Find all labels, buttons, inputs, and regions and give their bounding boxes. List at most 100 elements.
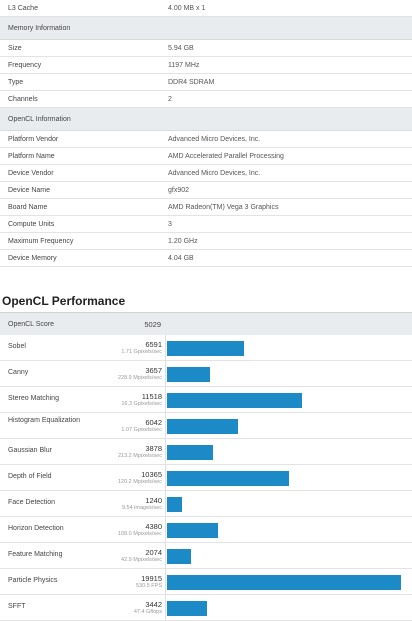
spec-value: AMD Accelerated Parallel Processing [168,152,284,160]
spec-row-type: Type DDR4 SDRAM [0,74,412,91]
spec-value: Advanced Micro Devices, Inc. [168,169,261,177]
performance-table: OpenCL Score 5029 Sobel 6591 1.71 Gpixels/… [0,312,412,621]
divider [165,569,166,594]
performance-title: OpenCL Performance [2,294,126,308]
divider [165,335,166,360]
benchmark-score: 1240 [145,496,162,505]
spec-row-platform-vendor: Platform Vendor Advanced Micro Devices, … [0,131,412,148]
benchmark-bar [167,341,244,356]
benchmark-name: Stereo Matching [8,395,59,402]
benchmark-rate: 530.5 FPS [136,583,162,589]
benchmark-name: Sobel [8,343,26,350]
spec-label: Device Memory [8,254,57,262]
spec-value: 1197 MHz [168,61,200,69]
benchmark-bar [167,445,213,460]
benchmark-bar [167,497,182,512]
spec-row-frequency: Frequency 1197 MHz [0,57,412,74]
spec-value: 4.04 GB [168,254,194,262]
spec-row-device-name: Device Name gfx902 [0,182,412,199]
spec-label: L3 Cache [8,4,38,12]
spec-label: Platform Name [8,152,55,160]
spec-value: 4.00 MB x 1 [168,4,206,12]
memory-section-header: Memory Information [0,17,412,40]
benchmark-score: 10365 [141,470,162,479]
benchmark-name: Horizon Detection [8,525,64,532]
spec-row-size: Size 5.94 GB [0,40,412,57]
benchmark-rate: 42.9 Mpixels/sec [121,557,162,563]
benchmark-row: Gaussian Blur 3878 213.2 Mpixels/sec [0,439,412,465]
divider [165,387,166,412]
benchmark-bar [167,471,289,486]
spec-value: Advanced Micro Devices, Inc. [168,135,261,143]
spec-row-compute-units: Compute Units 3 [0,216,412,233]
benchmark-row: Particle Physics 19915 530.5 FPS [0,569,412,595]
benchmark-name: SFFT [8,603,26,610]
benchmark-row: Canny 3657 228.9 Mpixels/sec [0,361,412,387]
benchmark-row: SFFT 3442 47.4 Gflops [0,595,412,621]
spec-label: Device Vendor [8,169,54,177]
spec-value: gfx902 [168,186,190,194]
benchmark-row: Depth of Field 10365 120.2 Mpixels/sec [0,465,412,491]
benchmark-rate: 108.0 Mpixels/sec [117,531,162,537]
benchmark-rate: 47.4 Gflops [133,609,162,615]
spec-row-channels: Channels 2 [0,91,412,108]
benchmark-name: Feature Matching [8,551,63,558]
spec-label: Type [8,78,24,86]
benchmark-rate: 1.71 Gpixels/sec [121,349,162,355]
spec-row-device-vendor: Device Vendor Advanced Micro Devices, In… [0,165,412,182]
benchmark-name: Face Detection [8,499,56,506]
benchmark-score: 2074 [145,548,162,557]
spec-label: Channels [8,95,38,103]
divider [165,491,166,516]
benchmark-name: Gaussian Blur [8,447,52,454]
spec-label: Size [8,44,22,52]
benchmark-rate: 228.9 Mpixels/sec [117,375,162,381]
benchmark-name: Canny [8,369,29,376]
divider [165,517,166,542]
benchmark-row: Sobel 6591 1.71 Gpixels/sec [0,335,412,361]
benchmark-row: Feature Matching 2074 42.9 Mpixels/sec [0,543,412,569]
score-label: OpenCL Score [8,320,55,328]
spec-value: 5.94 GB [168,44,194,52]
spec-value: DDR4 SDRAM [168,78,215,86]
spec-label: Device Name [8,186,51,194]
divider [165,595,166,620]
benchmark-bar [167,367,210,382]
benchmark-bar [167,393,302,408]
benchmark-row: Stereo Matching 11518 16.3 Gpixels/sec [0,387,412,413]
benchmark-rate: 1.07 Gpixels/sec [121,427,162,433]
divider [165,465,166,490]
spec-value: 1.20 GHz [168,237,198,245]
benchmark-name: Depth of Field [8,473,52,480]
opencl-score-row: OpenCL Score 5029 [0,312,412,335]
spec-label: Frequency [8,61,42,69]
benchmark-score: 3878 [145,444,162,453]
benchmark-bar [167,419,238,434]
benchmark-score: 19915 [141,574,162,583]
spec-label: Platform Vendor [8,135,59,143]
benchmark-score: 6591 [145,340,162,349]
benchmark-score: 11518 [141,392,162,401]
spec-row-platform-name: Platform Name AMD Accelerated Parallel P… [0,148,412,165]
spec-value: 2 [168,95,172,103]
divider [165,413,166,438]
benchmark-bar [167,549,191,564]
benchmark-score: 4380 [145,522,162,531]
benchmark-row: Horizon Detection 4380 108.0 Mpixels/sec [0,517,412,543]
benchmark-name: Particle Physics [8,577,58,584]
benchmark-score: 6042 [145,418,162,427]
spec-row-l3-cache: L3 Cache 4.00 MB x 1 [0,0,412,17]
spec-table: L3 Cache 4.00 MB x 1 Memory Information … [0,0,412,267]
spec-row-device-memory: Device Memory 4.04 GB [0,250,412,267]
benchmark-bar [167,523,218,538]
spec-value: AMD Radeon(TM) Vega 3 Graphics [168,203,279,211]
divider [165,361,166,386]
benchmark-score: 3442 [145,600,162,609]
benchmark-rate: 9.54 images/sec [121,505,162,511]
opencl-section-header: OpenCL Information [0,108,412,131]
benchmark-row: Face Detection 1240 9.54 images/sec [0,491,412,517]
performance-rows: Sobel 6591 1.71 Gpixels/sec Canny 3657 228.9 … [0,335,412,621]
benchmark-rate: 213.2 Mpixels/sec [117,453,162,459]
benchmark-rate: 16.3 Gpixels/sec [121,401,162,407]
benchmark-bar [167,575,401,590]
